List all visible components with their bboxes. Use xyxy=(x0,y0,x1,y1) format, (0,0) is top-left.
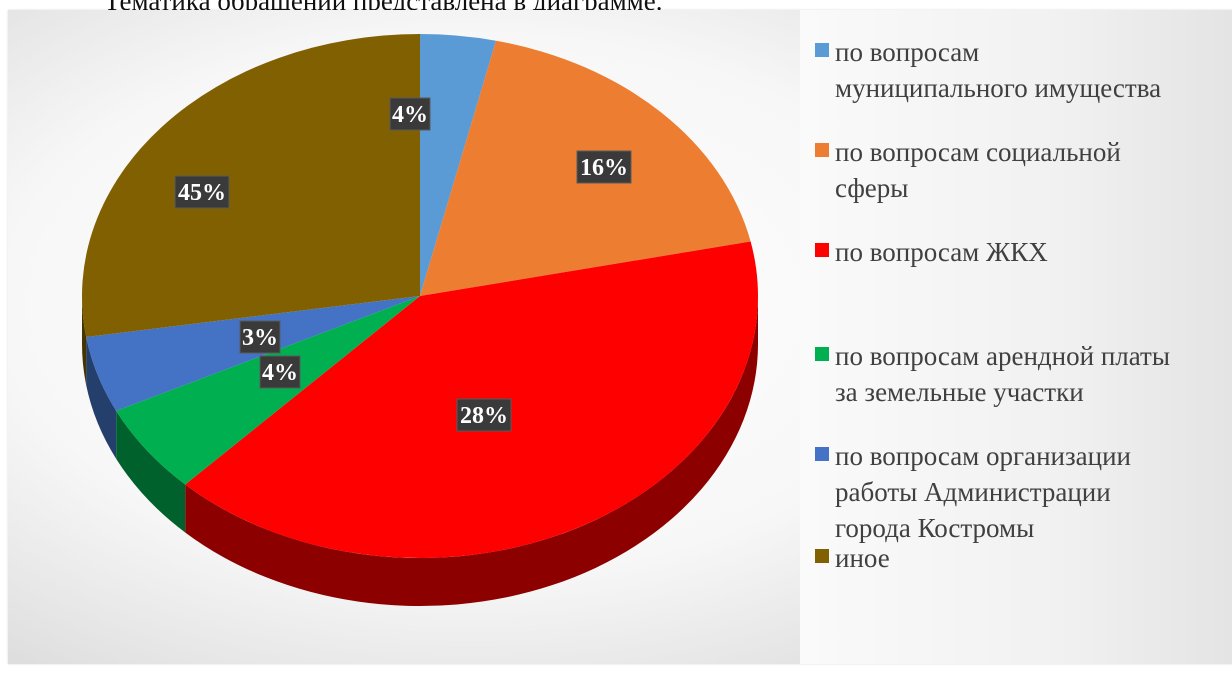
pie-side-4 xyxy=(86,336,117,459)
pie-slice-5 xyxy=(81,34,420,337)
legend-marker xyxy=(815,143,829,157)
data-label-box xyxy=(576,150,632,184)
legend-label: по вопросам арендной платы за земельные … xyxy=(835,341,1170,407)
legend-label: иное xyxy=(835,543,890,573)
data-label-4: 3% xyxy=(239,320,281,354)
data-label-1: 16% xyxy=(576,150,632,184)
legend-panel xyxy=(800,10,1232,664)
legend-label: по вопросам ЖКХ xyxy=(835,237,1048,267)
data-label-5: 45% xyxy=(174,175,230,209)
legend-marker xyxy=(815,549,829,563)
pie-sides xyxy=(82,296,759,606)
pie-side-3 xyxy=(116,410,186,533)
data-label-box xyxy=(174,175,230,209)
data-label-text: 3% xyxy=(242,325,278,351)
data-label-box xyxy=(456,398,512,432)
data-label-text: 28% xyxy=(460,403,508,429)
legend-marker xyxy=(815,447,829,461)
data-label-text: 4% xyxy=(262,360,298,386)
pie-slice-0 xyxy=(420,34,497,296)
legend-label: по вопросам организации работы Администр… xyxy=(835,441,1131,543)
data-label-0: 4% xyxy=(389,97,431,131)
data-label-3: 4% xyxy=(259,355,301,389)
data-label-2: 28% xyxy=(456,398,512,432)
pie-labels: 4% 16% 28% 4% 3% 45% xyxy=(174,97,632,432)
pie-side-2 xyxy=(185,296,759,606)
data-label-text: 16% xyxy=(580,155,628,181)
data-label-box xyxy=(239,320,281,354)
legend-marker xyxy=(815,43,829,57)
legend-label: по вопросам социальной сферы xyxy=(835,137,1121,203)
pie-side-5 xyxy=(82,296,87,385)
data-label-box xyxy=(259,355,301,389)
legend-marker xyxy=(815,347,829,361)
data-label-text: 45% xyxy=(178,180,226,206)
data-label-box xyxy=(389,97,431,131)
legend-marker xyxy=(815,243,829,257)
data-label-text: 4% xyxy=(392,102,428,128)
pie-slice-3 xyxy=(116,296,420,485)
legend-label: по вопросам муниципального имущества xyxy=(835,37,1162,103)
